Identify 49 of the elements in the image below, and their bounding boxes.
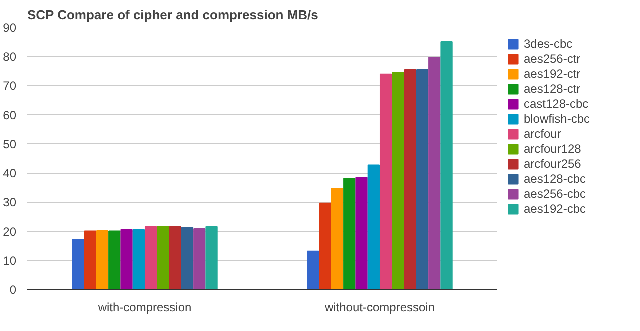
legend-label: arcfour256 bbox=[524, 157, 582, 171]
bar bbox=[144, 226, 158, 290]
bar bbox=[404, 70, 416, 290]
legend-label: aes192-cbc bbox=[524, 202, 586, 216]
y-tick-label: 20 bbox=[3, 224, 17, 239]
y-tick-label: 50 bbox=[3, 137, 17, 152]
bar bbox=[181, 227, 194, 290]
legend-label: aes128-ctr bbox=[524, 82, 581, 96]
bar bbox=[319, 202, 332, 290]
y-tick-label: 30 bbox=[3, 196, 17, 210]
bar bbox=[84, 230, 96, 290]
bar bbox=[392, 72, 404, 290]
bar bbox=[120, 229, 133, 290]
bar bbox=[356, 177, 368, 290]
y-tick-label: 80 bbox=[3, 50, 17, 64]
bar bbox=[331, 188, 344, 290]
bar bbox=[206, 226, 218, 290]
x-tick-label: without-compressoin bbox=[324, 300, 436, 314]
legend-label: cast128-cbc bbox=[524, 97, 589, 111]
legend-label: aes128-cbc bbox=[524, 172, 586, 186]
y-tick-label: 90 bbox=[3, 21, 17, 35]
y-tick-label: 40 bbox=[3, 166, 17, 181]
legend-label: aes256-cbc bbox=[524, 187, 586, 201]
legend-label: arcfour128 bbox=[524, 142, 582, 156]
bar bbox=[72, 239, 84, 290]
bar bbox=[416, 70, 429, 290]
legend-label: arcfour bbox=[524, 127, 562, 141]
legend-label: 3des-cbc bbox=[524, 37, 573, 51]
legend-label: aes256-ctr bbox=[524, 52, 581, 66]
bar bbox=[440, 42, 453, 290]
legend-label: blowfish-cbc bbox=[524, 112, 590, 126]
bar bbox=[344, 178, 356, 290]
bar bbox=[132, 229, 146, 290]
legend-label: aes192-ctr bbox=[524, 67, 581, 81]
y-tick-label: 70 bbox=[3, 79, 17, 94]
y-tick-label: 60 bbox=[3, 108, 17, 122]
bar bbox=[428, 56, 441, 290]
y-tick-label: 10 bbox=[3, 254, 17, 268]
chart-title: SCP Compare of cipher and compression MB/s bbox=[28, 8, 318, 22]
y-tick-label: 0 bbox=[10, 283, 17, 297]
bar bbox=[169, 226, 182, 290]
bar bbox=[108, 230, 121, 290]
bar bbox=[368, 164, 380, 290]
bar bbox=[96, 230, 109, 290]
bar bbox=[157, 226, 170, 290]
x-tick-label: with-compression bbox=[97, 300, 192, 314]
bar bbox=[380, 74, 392, 290]
bar bbox=[194, 228, 206, 290]
bar bbox=[307, 250, 320, 290]
